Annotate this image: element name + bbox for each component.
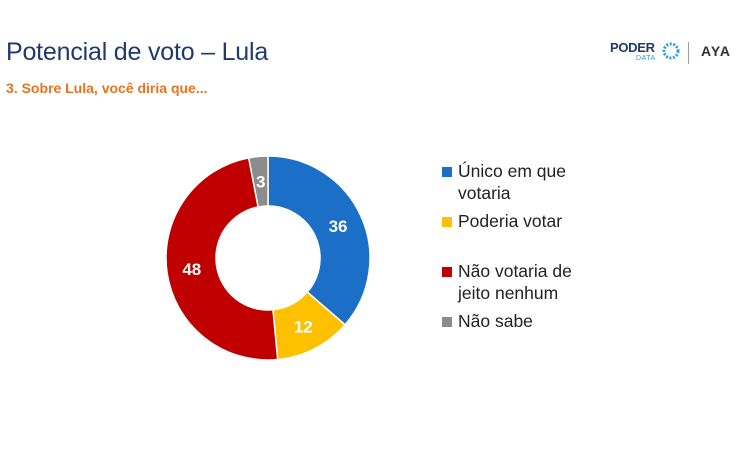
question-subtitle: 3. Sobre Lula, você diria que... [6, 80, 208, 96]
logo-separator [688, 42, 689, 64]
slice-data-label-2: 48 [182, 260, 201, 279]
legend-label-3: Não sabe [458, 311, 533, 331]
legend-swatch-2 [442, 267, 452, 277]
aya-logo-text: AYA [701, 43, 731, 59]
legend-swatch-3 [442, 317, 452, 327]
legend-label-1: Poderia votar [458, 211, 563, 231]
legend-item-0: Único em que votaria [442, 160, 598, 204]
donut-slice-2 [165, 156, 279, 361]
legend-item-1: Poderia votar [442, 210, 598, 232]
legend-swatch-0 [442, 167, 452, 177]
legend-label-2: Não votaria de jeito nenhum [458, 261, 572, 303]
slice-data-label-0: 36 [329, 217, 348, 236]
poder-data-ring-icon [662, 42, 680, 60]
page-title: Potencial de voto – Lula [6, 38, 269, 66]
donut-slice-3 [247, 155, 269, 208]
legend-item-3: Não sabe [442, 310, 598, 332]
slice-data-label-3: 3 [256, 172, 265, 191]
legend-item-2: Não votaria de jeito nenhum [442, 260, 598, 304]
legend-swatch-1 [442, 217, 452, 227]
logos: PODER DATA AYA [610, 40, 740, 68]
donut-slice-0 [267, 155, 371, 326]
poder-logo-text: PODER [610, 40, 655, 55]
poder-logo-subtext: DATA [636, 55, 656, 62]
slice-data-label-1: 12 [294, 317, 313, 336]
legend-label-0: Único em que votaria [458, 161, 566, 203]
